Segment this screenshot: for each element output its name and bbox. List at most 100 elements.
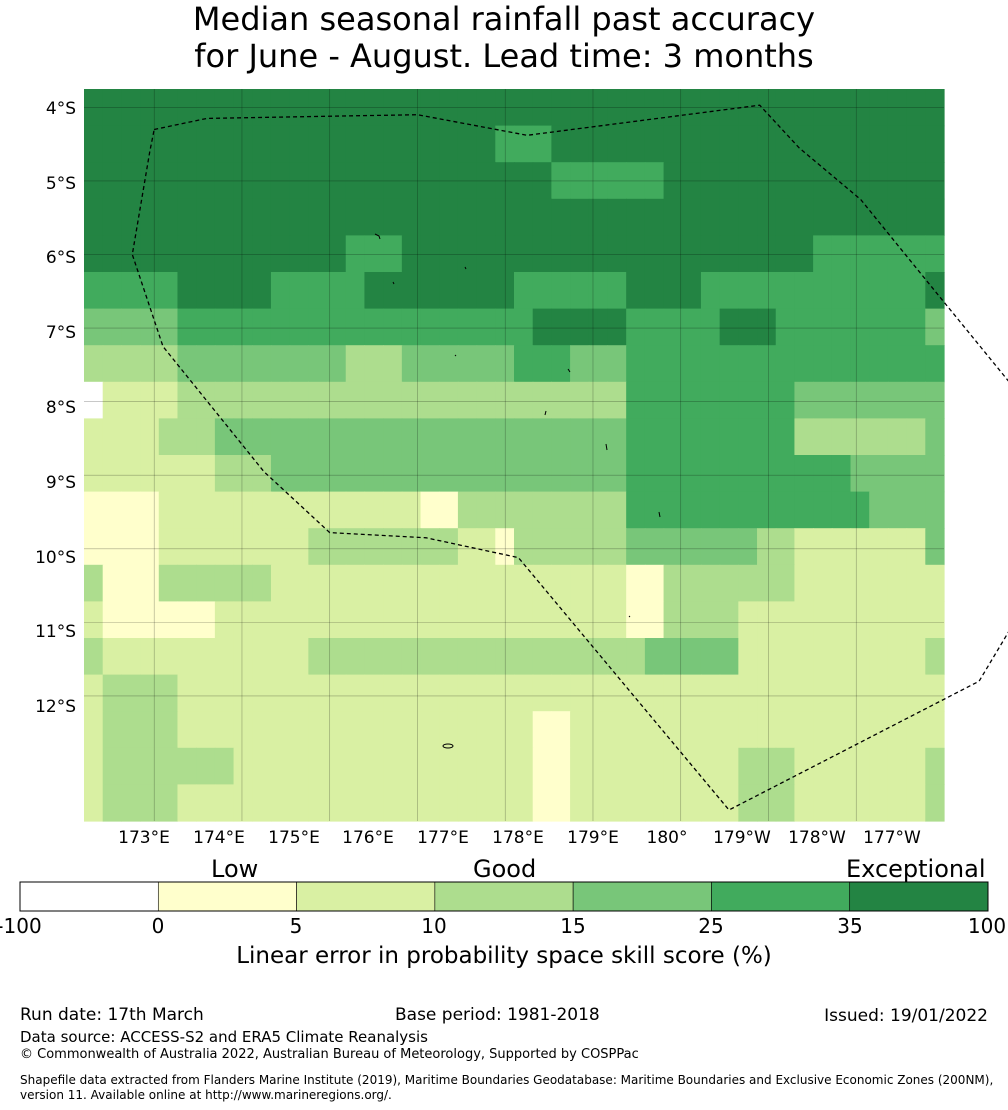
skill-cell (102, 125, 122, 163)
skill-cell (887, 491, 908, 529)
skill-cell (850, 89, 870, 127)
skill-cell (588, 674, 609, 712)
lon-label: 179°E (567, 828, 619, 848)
skill-cell (383, 125, 403, 163)
skill-cell (738, 162, 758, 200)
colorbar-segment (711, 881, 851, 912)
skill-cell (102, 564, 122, 602)
skill-cell (925, 638, 945, 676)
skill-cell (682, 674, 702, 712)
colorbar-segment (19, 881, 159, 912)
skill-cell (345, 125, 366, 163)
skill-cell (270, 198, 291, 236)
skill-cell (607, 272, 627, 310)
skill-cell (233, 125, 253, 163)
skill-cell (551, 747, 571, 785)
skill-cell (495, 272, 515, 310)
skill-cell (887, 747, 908, 785)
skill-cell (607, 308, 627, 346)
skill-cell (233, 381, 253, 419)
skill-cell (364, 711, 384, 749)
skill-cell (719, 711, 739, 749)
skill-cell (794, 747, 814, 785)
skill-cell (158, 528, 179, 566)
skill-cell (775, 601, 796, 639)
skill-cell (289, 711, 309, 749)
skill-cell (439, 455, 459, 493)
skill-cell (401, 125, 422, 163)
skill-cell (177, 455, 197, 493)
skill-cell (140, 162, 160, 200)
colorbar-tick: 5 (289, 914, 303, 938)
skill-cell (476, 198, 496, 236)
skill-cell (252, 162, 272, 200)
skill-cell (308, 162, 328, 200)
skill-cell (476, 564, 496, 602)
skill-cell (700, 747, 721, 785)
skill-cell (401, 381, 422, 419)
skill-cell (495, 784, 515, 822)
skill-cell (775, 381, 796, 419)
skill-cell (420, 747, 440, 785)
skill-cell (794, 198, 814, 236)
skill-cell (420, 784, 440, 822)
skill-cell (775, 272, 796, 310)
skill-cell (345, 272, 366, 310)
skill-cell (850, 455, 870, 493)
skill-cell (289, 235, 309, 273)
skill-cell (420, 455, 440, 493)
skill-cell (887, 601, 908, 639)
skill-cell (327, 162, 347, 200)
skill-cell (551, 711, 571, 749)
skill-cell (177, 162, 197, 200)
skill-cell (121, 272, 141, 310)
skill-cell (831, 674, 852, 712)
skill-cell (439, 747, 459, 785)
skill-cell (308, 601, 328, 639)
skill-cell (84, 162, 104, 200)
skill-cell (775, 418, 796, 456)
skill-cell (813, 784, 833, 822)
skill-cell (289, 528, 309, 566)
skill-cell (831, 528, 852, 566)
skill-cell (476, 455, 496, 493)
skill-cell (757, 601, 777, 639)
skill-cell (252, 564, 272, 602)
skill-cell (196, 638, 216, 676)
skill-cell (626, 784, 646, 822)
skill-cell (214, 89, 235, 127)
skill-cell (252, 418, 272, 456)
skill-cell (831, 308, 852, 346)
skill-cell (420, 272, 440, 310)
skill-cell (906, 564, 926, 602)
skill-cell (813, 308, 833, 346)
skill-cell (270, 601, 291, 639)
skill-cell (514, 162, 534, 200)
skill-cell (700, 564, 721, 602)
skill-cell (757, 235, 777, 273)
skill-cell (252, 272, 272, 310)
skill-cell (420, 198, 440, 236)
colorbar-tick: 100 (967, 914, 1007, 938)
skill-cell (626, 455, 646, 493)
skill-cell (663, 418, 683, 456)
skill-cell (794, 491, 814, 529)
skill-cell (570, 235, 590, 273)
island (658, 511, 661, 518)
skill-cell (663, 125, 683, 163)
skill-cell (850, 601, 870, 639)
skill-cell (738, 747, 758, 785)
skill-cell (700, 345, 721, 383)
skill-cell (775, 235, 796, 273)
copyright: © Commonwealth of Australia 2022, Austra… (20, 1047, 639, 1062)
skill-cell (439, 89, 459, 127)
skill-cell (401, 491, 422, 529)
skill-cell (719, 564, 739, 602)
skill-cell (495, 747, 515, 785)
skill-cell (158, 381, 179, 419)
skill-cell (588, 564, 609, 602)
skill-cell (700, 272, 721, 310)
skill-cell (925, 418, 945, 456)
skill-cell (383, 564, 403, 602)
skill-cell (84, 89, 104, 127)
